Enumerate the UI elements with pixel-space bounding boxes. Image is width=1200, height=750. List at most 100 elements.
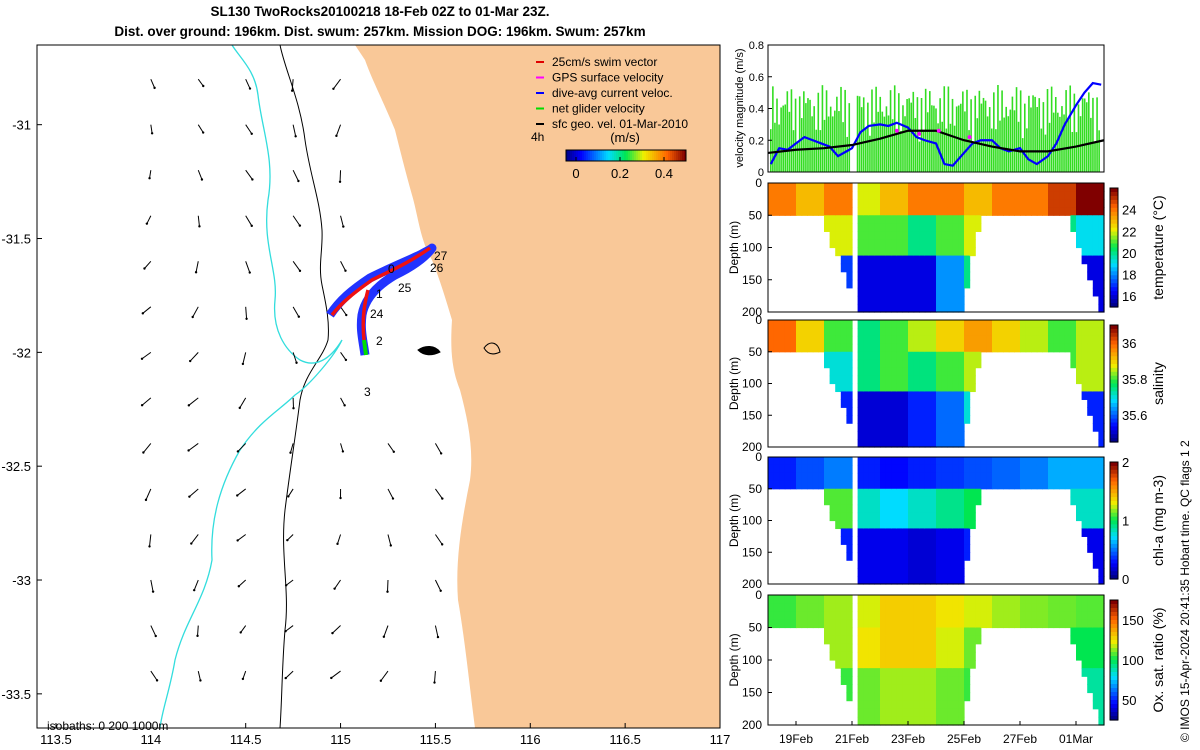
heatmap-cell: [790, 343, 797, 353]
heatmap-cell: [790, 199, 797, 208]
heatmap-cell: [1087, 464, 1094, 474]
heatmap-cell: [930, 603, 937, 612]
colorbar-cell: [1110, 328, 1118, 334]
heatmap-cell: [874, 399, 881, 408]
heatmap-cell: [941, 375, 948, 385]
heatmap-cell: [941, 716, 948, 726]
velocity-arrow-head: [332, 87, 335, 90]
heatmap-cell: [874, 708, 881, 718]
heatmap-cell: [1081, 619, 1088, 629]
heatmap-cell: [919, 692, 926, 702]
heatmap-cell: [880, 271, 887, 281]
heatmap-cell: [947, 512, 954, 522]
heatmap-cell: [1031, 457, 1038, 466]
heatmap-cell: [773, 207, 780, 216]
heatmap-cell: [1042, 619, 1049, 629]
heatmap-cell: [1076, 320, 1083, 329]
heatmap-cell: [880, 560, 887, 569]
heatmap-cell: [1059, 183, 1066, 192]
speed-colorbar-frame: [565, 149, 687, 162]
heatmap-cell: [790, 480, 797, 490]
heatmap-cell: [840, 619, 847, 629]
heatmap-cell: [958, 183, 965, 192]
heatmap-cell: [857, 223, 864, 232]
heatmap-cell: [986, 480, 993, 490]
heatmap-cell: [1081, 391, 1088, 400]
heatmap-cell: [1048, 207, 1055, 216]
heatmap-cell: [840, 239, 847, 249]
heatmap-cell: [773, 199, 780, 208]
heatmap-cell: [958, 383, 965, 393]
heatmap-cell: [874, 676, 881, 685]
heatmap-cell: [958, 708, 965, 718]
heatmap-cell: [908, 199, 915, 208]
heatmap-cell: [1087, 367, 1094, 377]
heatmap-cell: [880, 375, 887, 385]
heatmap-cell: [868, 320, 875, 329]
map-y-tick-label: -32: [12, 345, 31, 360]
velocity-arrow-head: [236, 450, 240, 453]
heatmap-cell: [857, 183, 864, 192]
velocity-arrow-head: [188, 359, 192, 363]
heatmap-cell: [1076, 191, 1083, 200]
heatmap-cell: [941, 684, 948, 694]
heatmap-cell: [1014, 611, 1021, 620]
heatmap-cell: [812, 457, 819, 466]
heatmap-cell: [941, 399, 948, 408]
heatmap-cell: [835, 367, 842, 377]
heatmap-cell: [1081, 231, 1088, 241]
heatmap-cell: [975, 335, 982, 345]
heatmap-cell: [880, 335, 887, 345]
heatmap-cell: [936, 295, 943, 305]
velocity-arrow: [286, 534, 294, 541]
heatmap-cell: [1025, 480, 1032, 490]
heatmap-cell: [812, 611, 819, 620]
heatmap-cell: [857, 480, 864, 490]
heatmap-cell: [947, 576, 954, 585]
heatmap-cell: [908, 488, 915, 498]
map-y-tick-label: -32.5: [1, 459, 31, 474]
heatmap-cell: [1098, 295, 1105, 305]
heatmap-cell: [1070, 627, 1077, 637]
heatmap-cell: [896, 472, 903, 482]
heatmap-cell: [913, 520, 920, 530]
heatmap-cell: [829, 643, 836, 653]
heatmap-cell: [908, 568, 915, 577]
heatmap-cell: [1076, 183, 1083, 192]
heatmap-cell: [835, 504, 842, 514]
speed-colorbar-cell: [634, 150, 637, 161]
heatmap-cell: [908, 399, 915, 408]
heatmap-cell: [784, 595, 791, 604]
heatmap-cell: [902, 611, 909, 620]
heatmap-cell: [880, 239, 887, 249]
heatmap-cell: [835, 215, 842, 224]
heatmap-cell: [863, 415, 870, 424]
heatmap-cell: [936, 359, 943, 369]
speed-colorbar-cell: [604, 150, 607, 161]
heatmap-cell: [947, 351, 954, 361]
heatmap-cell: [958, 191, 965, 200]
heatmap-cell: [1059, 207, 1066, 216]
heatmap-cell: [902, 464, 909, 474]
heatmap-cell: [1081, 183, 1088, 192]
heatmap-cell: [874, 528, 881, 537]
heatmap-cell: [947, 383, 954, 393]
heatmap-cell: [908, 536, 915, 545]
heatmap-cell: [868, 568, 875, 577]
heatmap-cell: [863, 676, 870, 685]
heatmap-cell: [1014, 343, 1021, 353]
heatmap-cell: [958, 676, 965, 685]
heatmap-cell: [952, 627, 959, 637]
heatmap-cell: [930, 488, 937, 498]
heatmap-cell: [919, 231, 926, 241]
heatmap-cell: [891, 603, 898, 612]
heatmap-cell: [874, 255, 881, 265]
velocity-arrow-head: [338, 180, 342, 184]
heatmap-cell: [913, 215, 920, 224]
heatmap-cell: [1092, 367, 1099, 377]
map-x-tick-label: 114.5: [230, 732, 262, 747]
heatmap-cell: [885, 512, 892, 522]
velocity-arrow: [145, 488, 152, 501]
heatmap-cell: [919, 287, 926, 297]
heatmap-cell: [997, 327, 1004, 337]
